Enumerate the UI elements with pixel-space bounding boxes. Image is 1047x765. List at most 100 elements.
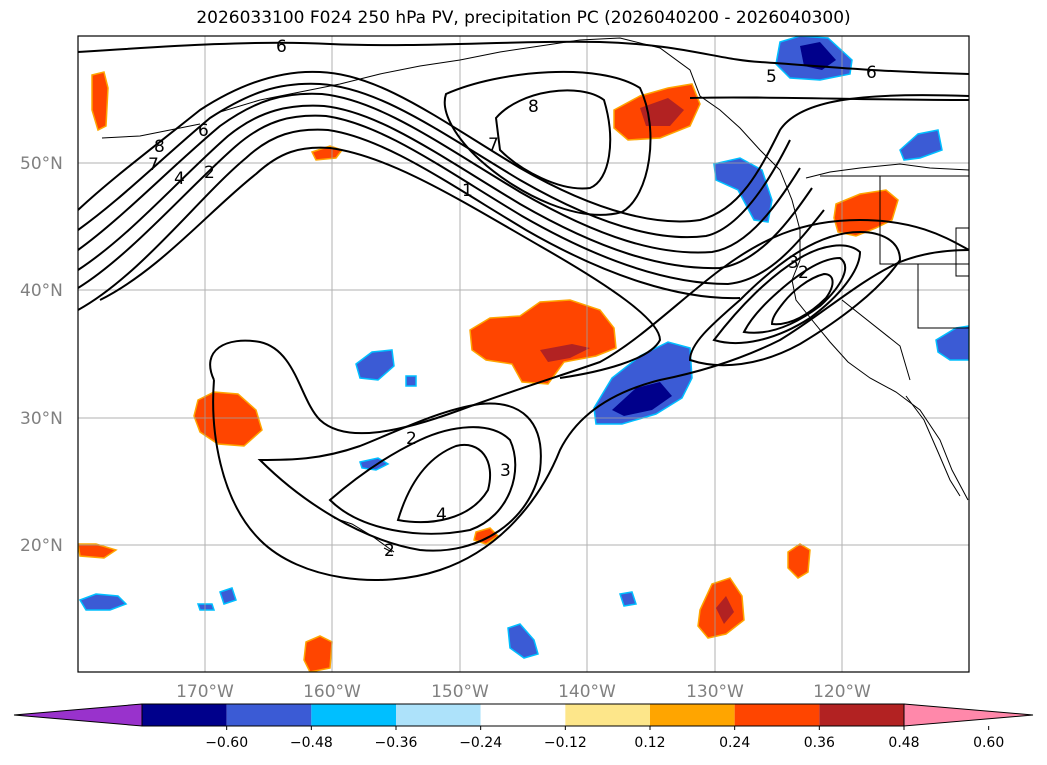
contour-label: 8 <box>154 137 165 157</box>
pv-contour <box>257 402 542 552</box>
precip-area-pos <box>193 391 263 447</box>
precip-area-neg <box>196 603 216 611</box>
lat-label: 30°N <box>20 409 63 429</box>
lon-label: 170°W <box>176 682 234 702</box>
precip-core-neg <box>612 382 672 416</box>
colorbar-tick-label: 0.48 <box>888 735 919 751</box>
contour-label: 7 <box>148 155 159 175</box>
precip-area-pos <box>833 189 899 237</box>
contour-label: 3 <box>500 461 511 481</box>
contour-label: 2 <box>384 541 395 561</box>
colorbar: −0.60 −0.48 −0.36 −0.24 −0.12 0.12 0.24 0.36 0.4… <box>13 703 1034 751</box>
precip-area-neg <box>619 591 637 607</box>
pv-contour <box>78 114 825 289</box>
precip-negative-areas <box>78 36 969 659</box>
precip-core-pos <box>540 344 590 362</box>
pv-contour <box>78 128 741 311</box>
pv-contour <box>78 104 813 271</box>
lon-label: 130°W <box>686 682 744 702</box>
lat-label: 40°N <box>20 281 63 301</box>
contour-label: 4 <box>436 505 447 525</box>
pv-contour <box>78 92 801 254</box>
pv-contour <box>770 272 834 326</box>
colorbar-extend-max <box>903 703 1034 727</box>
colorbar-segment <box>142 704 227 726</box>
colorbar-border <box>141 703 905 727</box>
pv-contour <box>712 244 862 345</box>
lon-label: 160°W <box>303 682 361 702</box>
pv-contour <box>78 40 969 75</box>
colorbar-tick-label: −0.12 <box>544 735 587 751</box>
lat-label: 50°N <box>20 154 63 174</box>
contour-label: 6 <box>198 121 209 141</box>
pv-contour <box>443 70 652 216</box>
contour-label: 7 <box>488 135 499 155</box>
pv-contour <box>742 256 847 334</box>
colorbar-tick-label: −0.48 <box>290 735 333 751</box>
pv-contour <box>78 70 969 223</box>
pv-contour <box>328 426 517 535</box>
precip-core-neg <box>800 42 836 70</box>
colorbar-tick-label: 0.60 <box>973 735 1004 751</box>
map-frame <box>77 35 970 673</box>
lon-label: 120°W <box>813 682 871 702</box>
pv-contour <box>209 218 969 435</box>
precip-area-neg <box>593 341 693 425</box>
colorbar-segment <box>396 704 481 726</box>
contour-label: 8 <box>528 97 539 117</box>
colorbar-segment <box>650 704 735 726</box>
colorbar-tick-label: 0.36 <box>804 735 835 751</box>
precipitation-layer <box>78 36 969 672</box>
pv-contour <box>688 230 902 367</box>
contour-label: 1 <box>462 181 473 201</box>
precip-area-pos <box>91 71 109 132</box>
precip-area-pos <box>473 527 500 545</box>
coastlines <box>101 37 969 553</box>
precip-area-neg <box>899 129 943 161</box>
contour-label: 4 <box>174 169 185 189</box>
colorbar-tick-label: −0.36 <box>375 735 418 751</box>
precip-area-neg <box>713 157 773 223</box>
precip-area-pos <box>787 543 811 579</box>
contour-label: 5 <box>766 67 777 87</box>
precip-area-neg <box>78 593 128 611</box>
pv-contour <box>78 82 791 239</box>
precip-core-pos <box>716 596 734 624</box>
precip-area-neg <box>405 375 417 387</box>
contour-label: 2 <box>406 429 417 449</box>
colorbar-segment <box>480 704 566 726</box>
colorbar-extend-min <box>13 703 143 727</box>
precip-area-neg <box>507 623 539 659</box>
precip-area-pos <box>469 299 617 385</box>
longitude-labels: 170°W 160°W 150°W 140°W 130°W 120°W <box>176 682 871 702</box>
latitude-labels: 50°N 40°N 30°N 20°N <box>20 154 63 556</box>
pv-contour <box>396 443 492 524</box>
pv-contour <box>212 249 969 581</box>
precip-core-pos <box>640 98 684 126</box>
precip-area-pos <box>303 635 333 672</box>
colorbar-segment <box>311 704 396 726</box>
colorbar-tick-label: 0.12 <box>634 735 665 751</box>
colorbar-tick-label: −0.60 <box>205 735 248 751</box>
contour-label: 6 <box>866 63 877 83</box>
lon-label: 150°W <box>431 682 489 702</box>
lat-label: 20°N <box>20 536 63 556</box>
pv-contour <box>689 96 969 101</box>
contour-label: 3 <box>788 253 799 273</box>
gridlines <box>78 36 969 672</box>
contour-label: 2 <box>204 163 215 183</box>
precip-area-neg <box>355 349 395 381</box>
colorbar-tick-label: 0.24 <box>719 735 750 751</box>
colorbar-segment <box>226 704 312 726</box>
precip-area-pos <box>78 543 118 559</box>
colorbar-segment <box>565 704 650 726</box>
colorbar-tick-label: −0.24 <box>459 735 502 751</box>
precip-area-neg <box>935 325 969 361</box>
pv-contour <box>99 146 662 379</box>
colorbar-segment <box>734 704 820 726</box>
pv-contour <box>494 89 612 190</box>
map-title: 2026033100 F024 250 hPa PV, precipitatio… <box>196 8 851 28</box>
lon-label: 140°W <box>558 682 616 702</box>
contour-label: 2 <box>798 263 809 283</box>
